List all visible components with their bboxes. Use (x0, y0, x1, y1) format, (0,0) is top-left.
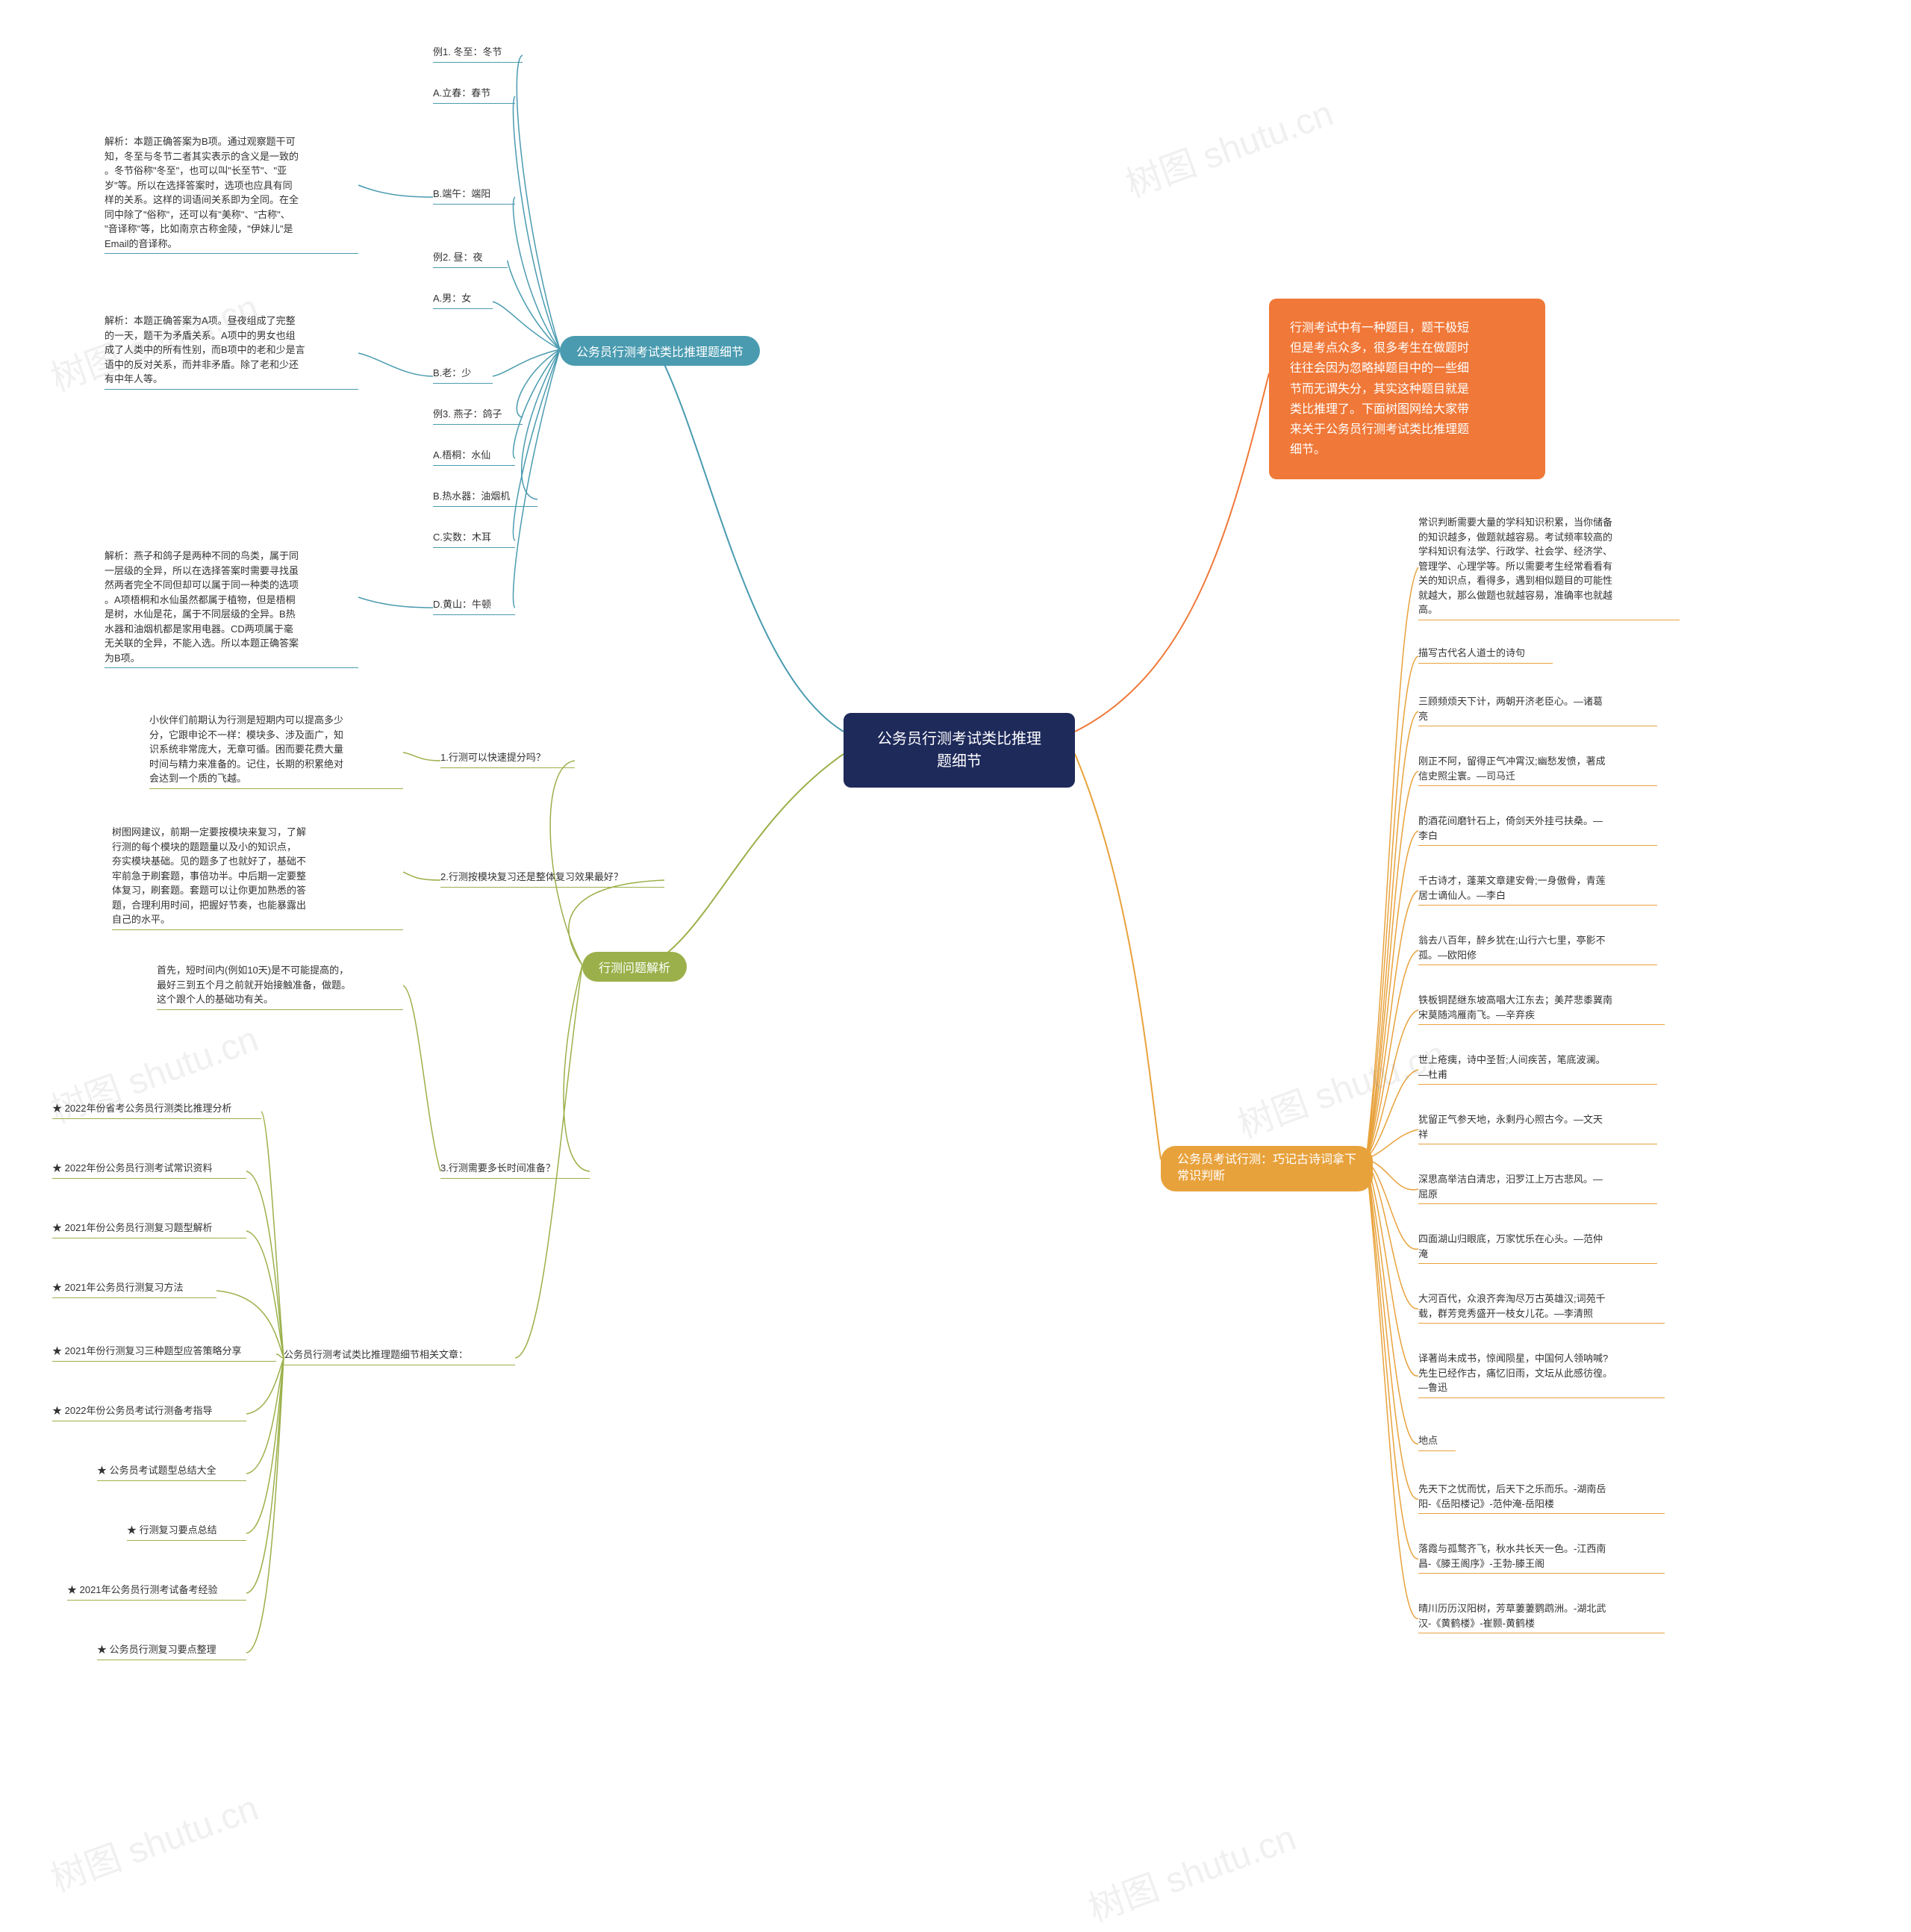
leaf-node: ★ 2022年份公务员行测考试常识资料 (52, 1161, 246, 1179)
leaf-node: A.立春：春节 (433, 86, 515, 104)
leaf-node: 世上疮痍，诗中圣哲;人间疾苦，笔底波澜。 —杜甫 (1418, 1053, 1657, 1085)
leaf-node: 先天下之忧而忧，后天下之乐而乐。-湖南岳 阳-《岳阳楼记》-范仲淹-岳阳楼 (1418, 1482, 1665, 1514)
leaf-node: 三顾频烦天下计，两朝开济老臣心。—诸葛 亮 (1418, 694, 1657, 726)
leaf-node: 例2. 昼：夜 (433, 250, 508, 268)
leaf-node: A.梧桐：水仙 (433, 448, 515, 466)
center-node: 公务员行测考试类比推理 题细节 (844, 713, 1075, 788)
leaf-node: 3.行测需要多长时间准备？ (440, 1161, 590, 1179)
leaf-node: 树图网建议，前期一定要按模块来复习，了解 行测的每个模块的题题量以及小的知识点，… (112, 825, 403, 930)
leaf-node: ★ 2022年份公务员考试行测备考指导 (52, 1403, 246, 1421)
leaf-node: 例1. 冬至：冬节 (433, 45, 523, 63)
leaf-node: ★ 公务员行测复习要点整理 (97, 1642, 246, 1660)
leaf-node: 犹留正气参天地，永剩丹心照古今。—文天 祥 (1418, 1112, 1657, 1144)
watermark: 树图 shutu.cn (43, 1778, 264, 1901)
leaf-node: 翁去八百年，醉乡犹在;山行六七里，亭影不 孤。—欧阳修 (1418, 933, 1657, 965)
leaf-node: 解析：本题正确答案为B项。通过观察题干可 知，冬至与冬节二者其实表示的含义是一致… (105, 134, 358, 254)
leaf-node: ★ 2021年份行测复习三种题型应答策略分享 (52, 1344, 276, 1362)
branch-amber: 公务员考试行测：巧记古诗词拿下 常识判断 (1161, 1146, 1373, 1191)
leaf-node: 1.行测可以快速提分吗？ (440, 750, 575, 768)
leaf-node: ★ 2021年公务员行测复习方法 (52, 1280, 216, 1298)
leaf-node: 解析：燕子和鸽子是两种不同的鸟类，属于同 一层级的全异，所以在选择答案时需要寻找… (105, 549, 358, 668)
leaf-node: 晴川历历汉阳树，芳草萋萋鹦鹉洲。-湖北武 汉-《黄鹤楼》-崔颢-黄鹤楼 (1418, 1601, 1665, 1633)
leaf-node: 描写古代名人道士的诗句 (1418, 646, 1553, 664)
branch-olive: 行测问题解析 (582, 952, 687, 982)
leaf-node: 深思高举洁白清忠，汨罗江上万古悲风。— 屈原 (1418, 1172, 1657, 1204)
leaf-node: 例3. 燕子：鸽子 (433, 407, 523, 425)
leaf-node: 解析：本题正确答案为A项。昼夜组成了完整 的一天，题干为矛盾关系。A项中的男女也… (105, 314, 358, 390)
leaf-node: 四面湖山归眼底，万家忧乐在心头。—范仲 淹 (1418, 1232, 1657, 1264)
leaf-node: 铁板铜琵继东坡高唱大江东去；美芹悲黍冀南 宋莫随鸿雁南飞。—辛弃疾 (1418, 993, 1665, 1025)
watermark: 树图 shutu.cn (1080, 1808, 1302, 1931)
leaf-node: 地点 (1418, 1433, 1456, 1451)
leaf-node: 译著尚未成书，惊闻陨星，中国何人领呐喊? 先生已经作古，痛忆旧雨，文坛从此感彷徨… (1418, 1351, 1665, 1398)
leaf-node: 小伙伴们前期认为行测是短期内可以提高多少 分，它跟申论不一样：模块多、涉及面广，… (149, 713, 403, 789)
leaf-node: C.实数：木耳 (433, 530, 515, 548)
leaf-node: B.端午：端阳 (433, 187, 515, 205)
intro-block: 行测考试中有一种题目，题干极短 但是考点众多，很多考生在做题时 往往会因为忽略掉… (1269, 299, 1545, 479)
leaf-node: ★ 2021年份公务员行测复习题型解析 (52, 1221, 246, 1238)
leaf-node: A.男：女 (433, 291, 493, 309)
leaf-node: 常识判断需要大量的学科知识积累，当你储备 的知识越多，做题就越容易。考试频率较高… (1418, 515, 1680, 620)
leaf-node: 公务员行测考试类比推理题细节相关文章： (284, 1347, 515, 1365)
leaf-node: B.老：少 (433, 366, 493, 384)
leaf-node: 2.行测按模块复习还是整体复习效果最好？ (440, 870, 664, 888)
leaf-node: 大河百代，众浪齐奔淘尽万古英雄汉;词苑千 载，群芳竞秀盛开一枝女儿花。—李清照 (1418, 1291, 1665, 1324)
leaf-node: ★ 行测复习要点总结 (127, 1523, 246, 1541)
leaf-node: D.黄山：牛顿 (433, 597, 515, 615)
leaf-node: ★ 2021年公务员行测考试备考经验 (67, 1583, 246, 1601)
branch-teal: 公务员行测考试类比推理题细节 (560, 336, 760, 366)
leaf-node: B.热水器：油烟机 (433, 489, 537, 507)
leaf-node: 刚正不阿，留得正气冲霄汉;幽愁发愤，著成 信史照尘寰。—司马迁 (1418, 754, 1657, 786)
leaf-node: ★ 公务员考试题型总结大全 (97, 1463, 246, 1481)
leaf-node: 落霞与孤鹜齐飞，秋水共长天一色。-江西南 昌-《滕王阁序》-王勃-滕王阁 (1418, 1542, 1665, 1574)
watermark: 树图 shutu.cn (1117, 84, 1339, 207)
leaf-node: 首先，短时间内(例如10天)是不可能提高的， 最好三到五个月之前就开始接触准备，… (157, 963, 403, 1010)
leaf-node: ★ 2022年份省考公务员行测类比推理分析 (52, 1101, 261, 1119)
leaf-node: 酌酒花间磨针石上，倚剑天外挂弓扶桑。— 李白 (1418, 814, 1657, 846)
leaf-node: 千古诗才，蓬莱文章建安骨;一身傲骨，青莲 居士谪仙人。—李白 (1418, 873, 1657, 906)
